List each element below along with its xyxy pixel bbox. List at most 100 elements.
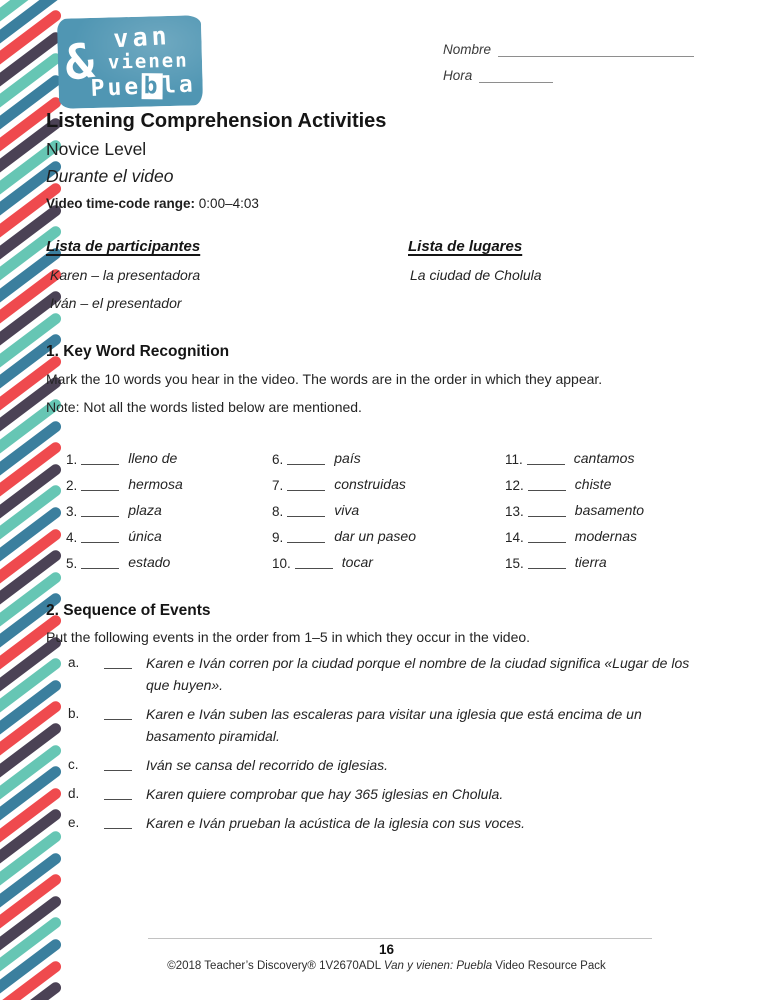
word-answer-blank[interactable] bbox=[527, 501, 566, 517]
logo-word-puebla: Puebla bbox=[90, 71, 196, 102]
word-label: chiste bbox=[574, 476, 612, 492]
word-item: 6. país bbox=[272, 441, 416, 467]
word-answer-blank[interactable] bbox=[287, 527, 326, 543]
hora-label: Hora bbox=[443, 68, 473, 83]
word-number: 4. bbox=[66, 530, 78, 545]
word-number: 3. bbox=[66, 504, 78, 519]
sequence-text: Karen e Iván prueban la acústica de la i… bbox=[146, 815, 526, 831]
word-answer-blank[interactable] bbox=[81, 475, 120, 491]
word-number: 6. bbox=[272, 452, 284, 467]
word-label: modernas bbox=[574, 528, 638, 544]
word-label: tocar bbox=[341, 554, 373, 570]
section1-note: Note: Not all the words listed below are… bbox=[46, 399, 362, 415]
word-item: 13. basamento bbox=[505, 493, 644, 519]
participant-karen: Karen – la presentadora bbox=[50, 267, 201, 283]
word-number: 1. bbox=[66, 452, 78, 467]
word-answer-blank[interactable] bbox=[81, 527, 120, 543]
word-label: basamento bbox=[574, 502, 645, 518]
word-number: 14. bbox=[505, 530, 524, 545]
place-cholula: La ciudad de Cholula bbox=[410, 267, 542, 283]
participants-heading: Lista de participantes bbox=[46, 238, 201, 255]
page-title: Listening Comprehension Activities bbox=[46, 110, 387, 132]
word-label: viva bbox=[334, 502, 360, 518]
hora-write-line[interactable] bbox=[479, 67, 554, 83]
participant-ivan: Iván – el presentador bbox=[50, 295, 182, 311]
word-answer-blank[interactable] bbox=[527, 553, 566, 569]
sequence-answer-blank[interactable] bbox=[104, 783, 132, 800]
word-item: 1. lleno de bbox=[66, 441, 183, 467]
sequence-item: a. Karen e Iván corren por la ciudad porq… bbox=[68, 652, 708, 696]
sequence-letter: d. bbox=[68, 786, 80, 801]
section1-instructions: Mark the 10 words you hear in the video.… bbox=[46, 371, 603, 387]
copyright-pre: ©2018 Teacher’s Discovery® 1V2670ADL bbox=[167, 960, 384, 972]
copyright-title: Van y vienen: Puebla bbox=[383, 960, 493, 972]
hora-row: Hora bbox=[443, 57, 694, 83]
word-item: 11. cantamos bbox=[505, 441, 644, 467]
word-item: 3. plaza bbox=[66, 493, 183, 519]
word-column: 11. cantamos 12. chiste 13. basamento 14. moder… bbox=[505, 441, 644, 571]
word-number: 11. bbox=[505, 452, 523, 467]
word-label: construidas bbox=[334, 476, 406, 492]
sequence-answer-blank[interactable] bbox=[104, 754, 132, 771]
word-label: tierra bbox=[574, 554, 607, 570]
word-item: 7. construidas bbox=[272, 467, 416, 493]
logo-word-van: van bbox=[112, 20, 172, 54]
word-label: cantamos bbox=[573, 450, 635, 466]
word-number: 15. bbox=[505, 556, 524, 571]
word-answer-blank[interactable] bbox=[527, 527, 566, 543]
sequence-item: b. Karen e Iván suben las escaleras para … bbox=[68, 703, 708, 747]
section1-heading: 1. Key Word Recognition bbox=[46, 343, 230, 360]
word-number: 10. bbox=[272, 556, 291, 571]
sequence-letter: a. bbox=[68, 655, 80, 670]
sequence-answer-blank[interactable] bbox=[104, 703, 132, 720]
word-number: 2. bbox=[66, 478, 78, 493]
word-label: única bbox=[128, 528, 162, 544]
word-answer-blank[interactable] bbox=[81, 553, 120, 569]
sequence-of-events-list: a. Karen e Iván corren por la ciudad porq… bbox=[68, 652, 708, 841]
footer-divider bbox=[148, 938, 652, 939]
word-item: 12. chiste bbox=[505, 467, 644, 493]
copyright-line: ©2018 Teacher’s Discovery® 1V2670ADL Van… bbox=[0, 960, 773, 972]
sequence-letter: c. bbox=[68, 757, 79, 772]
sequence-answer-blank[interactable] bbox=[104, 812, 132, 829]
word-number: 12. bbox=[505, 478, 524, 493]
sequence-text: Iván se cansa del recorrido de iglesias. bbox=[146, 757, 389, 773]
timecode-label: Video time-code range: bbox=[46, 196, 196, 211]
level-label: Novice Level bbox=[46, 139, 147, 159]
copyright-post: Video Resource Pack bbox=[492, 960, 606, 972]
word-answer-blank[interactable] bbox=[81, 449, 120, 465]
nombre-write-line[interactable] bbox=[498, 41, 695, 57]
word-item: 14. modernas bbox=[505, 519, 644, 545]
word-number: 8. bbox=[272, 504, 284, 519]
subtitle: Durante el video bbox=[46, 166, 174, 186]
word-answer-blank[interactable] bbox=[287, 501, 326, 517]
sequence-item: c. Iván se cansa del recorrido de iglesia… bbox=[68, 754, 708, 776]
word-column: 1. lleno de 2. hermosa 3. plaza 4. única 5. estad… bbox=[66, 441, 183, 571]
word-label: plaza bbox=[128, 502, 162, 518]
word-item: 15. tierra bbox=[505, 545, 644, 571]
word-answer-blank[interactable] bbox=[287, 449, 326, 465]
key-word-list: 1. lleno de 2. hermosa 3. plaza 4. única 5. estad… bbox=[66, 441, 726, 576]
student-info-block: Nombre Hora bbox=[443, 31, 695, 83]
sequence-answer-blank[interactable] bbox=[104, 652, 132, 669]
word-answer-blank[interactable] bbox=[526, 449, 565, 465]
word-column: 6. país 7. construidas 8. viva 9. dar un paseo 1… bbox=[272, 441, 416, 571]
van-y-vienen-puebla-logo: & van vienen Puebla bbox=[56, 15, 204, 109]
logo-puebla-b-inverted: b bbox=[141, 73, 163, 100]
word-number: 13. bbox=[505, 504, 524, 519]
word-label: hermosa bbox=[128, 476, 183, 492]
page-number: 16 bbox=[378, 942, 395, 957]
timecode-value: 0:00–4:03 bbox=[195, 196, 259, 211]
sequence-item: e. Karen e Iván prueban la acústica de la… bbox=[68, 812, 708, 834]
word-number: 7. bbox=[272, 478, 284, 493]
word-answer-blank[interactable] bbox=[81, 501, 120, 517]
sequence-text: Karen e Iván corren por la ciudad porque… bbox=[146, 655, 690, 693]
places-heading: Lista de lugares bbox=[408, 238, 523, 255]
word-answer-blank[interactable] bbox=[294, 553, 333, 569]
word-answer-blank[interactable] bbox=[527, 475, 566, 491]
sequence-text: Karen quiere comprobar que hay 365 igles… bbox=[146, 786, 504, 802]
word-item: 4. única bbox=[66, 519, 183, 545]
word-answer-blank[interactable] bbox=[287, 475, 326, 491]
word-label: país bbox=[334, 450, 361, 466]
